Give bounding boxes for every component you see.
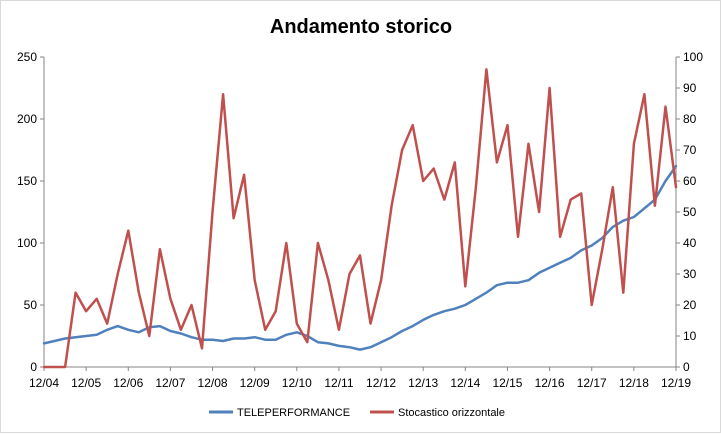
left-tick-label: 250 xyxy=(17,50,37,64)
series-line-1 xyxy=(42,68,678,369)
x-ticks: 12/04 12/05 12/06 12/07 12/08 12/09 12/10 12/11… xyxy=(29,367,691,390)
x-tick-label: 12/12 xyxy=(366,376,396,390)
x-tick-label: 12/10 xyxy=(282,376,312,390)
x-tick-label: 12/14 xyxy=(450,376,480,390)
right-tick-label: 0 xyxy=(683,360,690,374)
left-y-ticks: 0 50 100 150 200 250 xyxy=(17,50,44,374)
right-tick-label: 30 xyxy=(683,267,697,281)
right-tick-label: 50 xyxy=(683,205,697,219)
right-tick-label: 90 xyxy=(683,81,697,95)
series-lines xyxy=(42,68,678,369)
left-tick-label: 0 xyxy=(30,360,37,374)
right-y-ticks: 0 10 20 30 40 50 60 70 80 90 100 xyxy=(676,50,703,374)
x-tick-label: 12/06 xyxy=(113,376,143,390)
x-tick-label: 12/18 xyxy=(619,376,649,390)
left-tick-label: 50 xyxy=(24,298,38,312)
x-tick-label: 12/09 xyxy=(240,376,270,390)
x-tick-label: 12/08 xyxy=(198,376,228,390)
x-tick-label: 12/17 xyxy=(577,376,607,390)
x-tick-label: 12/16 xyxy=(535,376,565,390)
legend-label-stocastico: Stocastico orizzontale xyxy=(398,407,505,419)
x-tick-label: 12/07 xyxy=(155,376,185,390)
x-tick-label: 12/05 xyxy=(71,376,101,390)
legend-label-teleperformance: TELEPERFORMANCE xyxy=(237,407,350,419)
left-tick-label: 150 xyxy=(17,174,37,188)
right-tick-label: 70 xyxy=(683,143,697,157)
x-tick-label: 12/04 xyxy=(29,376,59,390)
right-tick-label: 100 xyxy=(683,50,703,64)
x-tick-label: 12/13 xyxy=(408,376,438,390)
left-tick-label: 100 xyxy=(17,236,37,250)
right-tick-label: 20 xyxy=(683,298,697,312)
right-tick-label: 10 xyxy=(683,329,697,343)
right-tick-label: 60 xyxy=(683,174,697,188)
x-tick-label: 12/15 xyxy=(492,376,522,390)
right-tick-label: 40 xyxy=(683,236,697,250)
x-tick-label: 12/11 xyxy=(324,376,353,390)
right-tick-label: 80 xyxy=(683,112,697,126)
left-tick-label: 200 xyxy=(17,112,37,126)
chart-title: Andamento storico xyxy=(270,16,452,38)
x-tick-label: 12/19 xyxy=(661,376,691,390)
legend: TELEPERFORMANCE Stocastico orizzontale xyxy=(209,407,505,419)
